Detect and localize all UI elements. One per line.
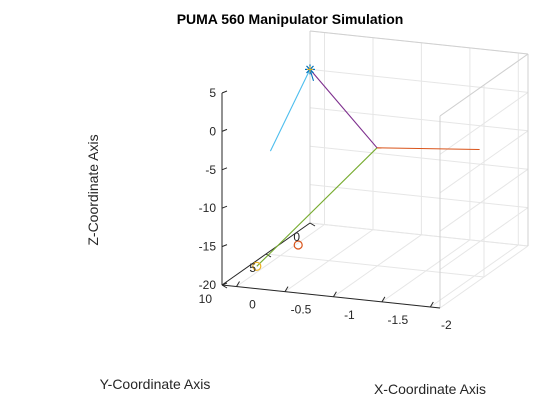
x-tick-label: -1.5 <box>388 313 409 327</box>
z-tick-mark <box>222 129 227 131</box>
x-tick-label: 0 <box>249 298 256 312</box>
z-tick-label: 5 <box>209 86 216 100</box>
grid-line <box>430 245 518 307</box>
grid-line <box>266 254 484 277</box>
x-tick-label: -0.5 <box>291 303 312 317</box>
z-tick-label: -5 <box>205 163 216 177</box>
grid-line <box>333 235 421 297</box>
z-tick-label: 0 <box>209 124 216 138</box>
z-axis-label: Z-Coordinate Axis <box>85 134 101 245</box>
grid-line <box>382 240 470 302</box>
z-tick-mark <box>222 168 227 170</box>
y-tick-label: 0 <box>293 230 300 244</box>
series-line <box>377 148 480 150</box>
y-axis-label: Y-Coordinate Axis <box>100 376 211 392</box>
z-tick-label: -15 <box>199 240 217 254</box>
grid-lines <box>222 31 528 308</box>
z-tick-mark <box>222 245 227 247</box>
y-tick-label: 10 <box>199 292 213 306</box>
grid-line <box>310 185 528 208</box>
z-tick-label: -20 <box>199 278 217 292</box>
chart-title: PUMA 560 Manipulator Simulation <box>177 11 404 27</box>
axes-box <box>222 31 528 308</box>
grid-line <box>310 223 528 246</box>
tick-labels: -2 -1.5 -1 -0.5 0 0 5 10 5 0 -5 -10 -15 -20 <box>199 86 452 332</box>
z-tick-mark <box>222 206 227 208</box>
grid-line <box>310 146 528 169</box>
x-tick-label: -2 <box>441 318 452 332</box>
z-tick-mark <box>222 91 227 93</box>
box-edge <box>310 31 528 54</box>
x-tick-label: -1 <box>344 308 355 322</box>
x-axis-label: X-Coordinate Axis <box>374 381 486 397</box>
y-tick-label: 5 <box>249 261 256 275</box>
z-tick-label: -10 <box>199 201 217 215</box>
grid-line <box>310 69 528 92</box>
grid-line <box>237 225 325 287</box>
series-line <box>257 148 377 266</box>
series-line <box>270 69 310 151</box>
grid-line <box>310 108 528 131</box>
